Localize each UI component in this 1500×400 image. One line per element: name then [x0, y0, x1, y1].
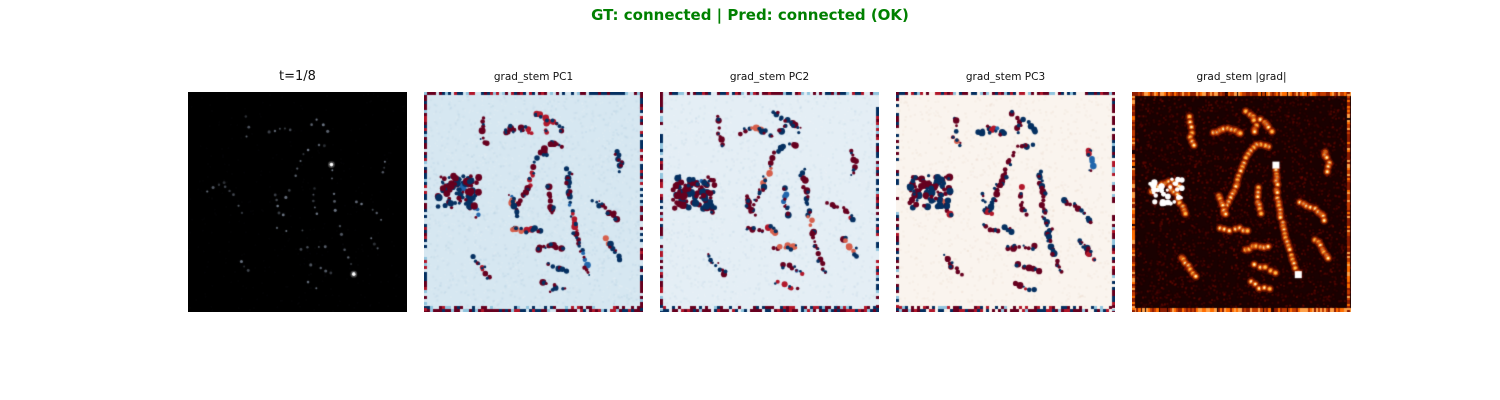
panel-grad-stem-gradmag: grad_stem |grad| [1132, 71, 1351, 312]
panel-image-gradmag [1132, 92, 1351, 312]
panel-grad-stem-pc2: grad_stem PC2 [660, 71, 879, 312]
panel-title-gradmag: grad_stem |grad| [1196, 71, 1287, 83]
panel-grad-stem-pc3: grad_stem PC3 [896, 71, 1115, 312]
panel-grad-stem-pc1: grad_stem PC1 [424, 71, 643, 312]
figure-title: GT: connected | Pred: connected (OK) [591, 6, 909, 24]
panel-image-t [188, 92, 407, 312]
panel-image-pc1 [424, 92, 643, 312]
panel-title-t: t=1/8 [279, 69, 316, 84]
panel-title-pc3: grad_stem PC3 [965, 71, 1046, 83]
panel-title-pc1: grad_stem PC1 [493, 71, 574, 83]
panel-image-pc2 [660, 92, 879, 312]
panel-image-pc3 [896, 92, 1115, 312]
panel-t: t=1/8 [188, 69, 407, 312]
panel-title-pc2: grad_stem PC2 [729, 71, 810, 83]
